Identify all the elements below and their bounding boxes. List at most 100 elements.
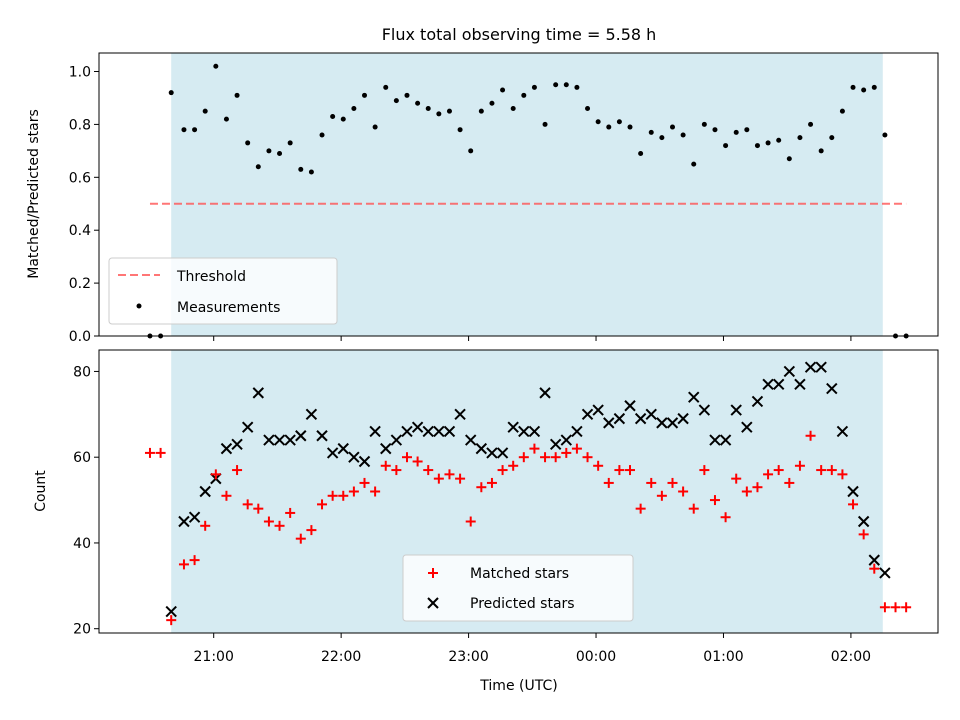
measurement-point (839, 108, 845, 114)
predicted-star-point (571, 425, 583, 438)
predicted-star-point (560, 434, 572, 446)
legend-threshold-label: Threshold (176, 269, 246, 285)
predicted-star-point (592, 404, 604, 416)
matched-star-point (401, 452, 412, 463)
top-legend: Threshold Measurements (108, 257, 338, 325)
measurement-point (404, 92, 410, 98)
predicted-star-point (847, 485, 859, 498)
predicted-star-point (486, 447, 498, 459)
measurement-point (871, 84, 877, 90)
predicted-star-point (326, 447, 339, 459)
matched-star-point (593, 460, 604, 471)
measurement-point (330, 113, 336, 119)
measurement-point (680, 132, 686, 138)
matched-star-point (370, 486, 381, 497)
predicted-star-point (188, 511, 201, 523)
chart-title: Flux total observing time = 5.58 h (382, 25, 657, 44)
matched-star-point (359, 477, 370, 488)
predicted-star-point (284, 434, 296, 446)
measurement-point (744, 127, 750, 133)
predicted-star-point (730, 404, 742, 416)
measurement-point (319, 132, 325, 138)
predicted-star-point (220, 442, 233, 455)
measurement-point (595, 119, 601, 125)
predicted-star-point (815, 361, 827, 373)
x-tick-label: 22:00 (321, 649, 361, 665)
measurement-point (829, 135, 835, 141)
matched-star-point (879, 602, 890, 613)
matched-star-point (794, 460, 805, 471)
matched-star-point (412, 456, 423, 467)
predicted-star-point (666, 417, 679, 429)
predicted-star-point (751, 395, 764, 408)
predicted-star-point (581, 408, 594, 421)
matched-star-point (784, 477, 795, 488)
predicted-star-point (656, 417, 668, 429)
predicted-star-point (475, 442, 488, 455)
legend-matched-label: Matched stars (470, 566, 569, 582)
matched-star-point (656, 490, 667, 501)
top-x-axis-ticks (213, 336, 852, 341)
y-tick-label: 0.2 (69, 276, 91, 292)
measurement-point (754, 143, 760, 149)
measurement-point (606, 124, 612, 130)
predicted-star-point (603, 417, 615, 429)
measurement-point (553, 82, 559, 88)
matched-star-point (433, 473, 444, 484)
bottom-x-axis-ticks: 21:00 22:00 23:00 00:00 01:00 02:00 (194, 633, 871, 665)
measurement-point (245, 140, 251, 146)
matched-star-point (869, 563, 880, 574)
x-tick-label: 00:00 (576, 649, 616, 665)
y-tick-label: 0.0 (69, 329, 91, 345)
x-tick-label: 23:00 (448, 649, 488, 665)
measurement-point (585, 106, 591, 112)
predicted-star-point (422, 425, 434, 438)
measurement-point (468, 148, 474, 154)
bottom-legend: Matched stars Predicted stars (402, 554, 634, 622)
measurement-point (786, 156, 792, 162)
measurement-point (213, 63, 219, 69)
measurement-point (808, 121, 814, 127)
predicted-star-point (549, 438, 562, 451)
predicted-star-point (411, 421, 424, 433)
matched-star-point (731, 473, 742, 484)
measurement-point (563, 82, 569, 88)
matched-star-point (529, 443, 540, 454)
top-plot-frame (98, 52, 939, 337)
matched-star-point (486, 477, 497, 488)
matched-star-point (763, 469, 774, 480)
measurement-point (234, 92, 240, 98)
measurement-point (372, 124, 378, 130)
bottom-legend-box (402, 554, 634, 622)
x-tick-label: 21:00 (194, 649, 234, 665)
measurement-point (436, 111, 442, 117)
measurement-point (168, 90, 174, 96)
x-tick-label: 02:00 (831, 649, 871, 665)
matched-star-point (465, 516, 476, 527)
legend-predicted-swatch (427, 597, 439, 609)
matched-star-point (348, 486, 359, 497)
matched-star-point (571, 443, 582, 454)
matched-star-point (189, 555, 200, 566)
matched-star-point (901, 602, 912, 613)
measurement-point (287, 140, 293, 146)
matched-star-point (688, 503, 699, 514)
predicted-star-point (241, 421, 254, 433)
measurement-point (627, 124, 633, 130)
measurement-point (446, 108, 452, 114)
predicted-star-point (645, 408, 657, 421)
matched-star-point (476, 482, 487, 493)
matched-star-point (338, 490, 349, 501)
y-tick-label: 0.4 (69, 223, 91, 239)
predicted-star-point (380, 442, 392, 455)
measurement-point (765, 140, 771, 146)
matched-star-point (646, 477, 657, 488)
predicted-star-point (305, 408, 318, 421)
top-y-axis-label: Matched/Predicted stars (26, 109, 42, 279)
predicted-star-point (698, 404, 711, 416)
measurement-point (489, 100, 495, 106)
legend-matched-swatch (428, 568, 438, 578)
measurement-point (691, 161, 697, 167)
measurement-point (712, 127, 718, 133)
predicted-star-point (528, 425, 541, 438)
